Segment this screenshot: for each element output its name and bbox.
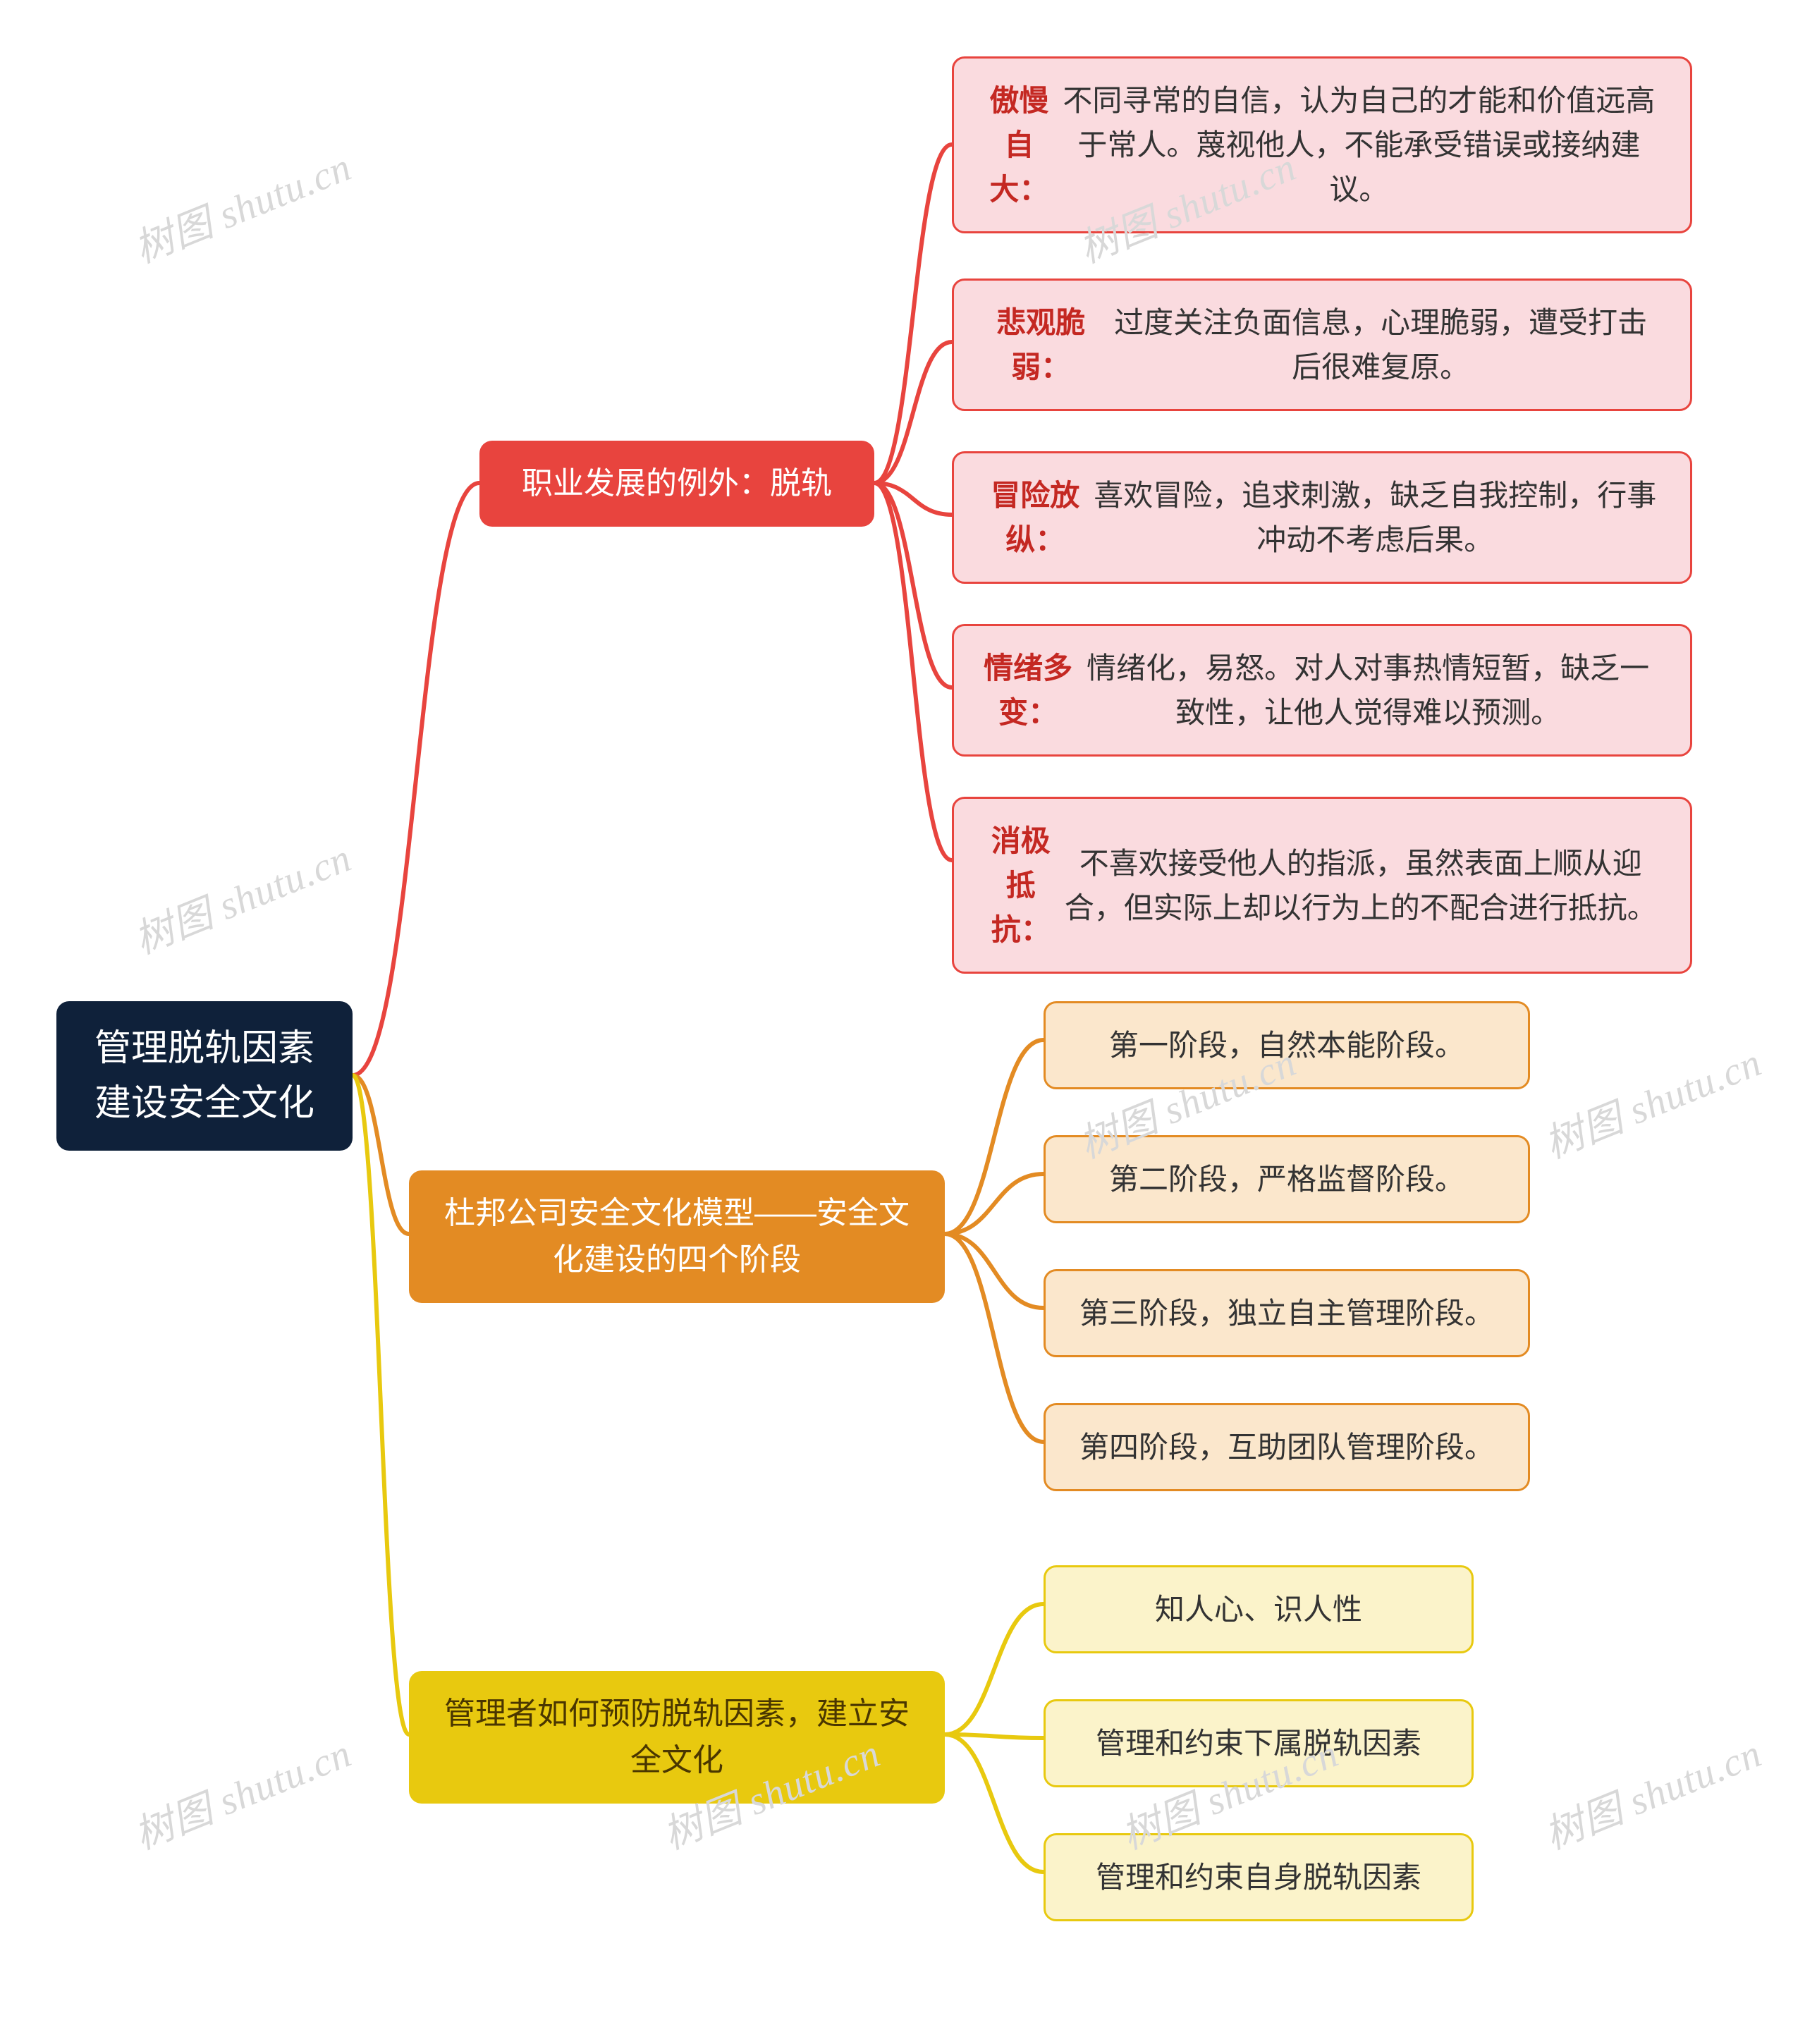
leaf-text: 情绪化，易怒。对人对事热情短暂，缺乏一致性，让他人觉得难以预测。 bbox=[1074, 646, 1662, 735]
leaf-text: 喜欢冒险，追求刺激，缺乏自我控制，行事冲动不考虑后果。 bbox=[1089, 473, 1662, 562]
leaf-text: 管理和约束自身脱轨因素 bbox=[1096, 1855, 1421, 1899]
leaf-bold: 冒险放纵： bbox=[982, 473, 1089, 562]
leaf-node: 管理和约束自身脱轨因素 bbox=[1044, 1833, 1474, 1921]
leaf-bold: 情绪多变： bbox=[982, 646, 1074, 735]
root-node: 管理脱轨因素 建设安全文化 bbox=[56, 1001, 353, 1151]
root-line2: 建设安全文化 bbox=[94, 1083, 314, 1124]
leaf-node: 第三阶段，独立自主管理阶段。 bbox=[1044, 1269, 1530, 1357]
leaf-bold: 悲观脆弱： bbox=[982, 300, 1099, 389]
leaf-node: 情绪多变：情绪化，易怒。对人对事热情短暂，缺乏一致性，让他人觉得难以预测。 bbox=[952, 624, 1692, 757]
leaf-text: 第四阶段，互助团队管理阶段。 bbox=[1079, 1425, 1494, 1469]
leaf-node: 第四阶段，互助团队管理阶段。 bbox=[1044, 1403, 1530, 1491]
leaf-node: 傲慢自大：不同寻常的自信，认为自己的才能和价值远高于常人。蔑视他人，不能承受错误… bbox=[952, 56, 1692, 233]
watermark: 树图 shutu.cn bbox=[125, 826, 359, 965]
leaf-bold: 消极抵抗： bbox=[982, 819, 1060, 952]
leaf-text: 过度关注负面信息，心理脆弱，遭受打击后很难复原。 bbox=[1099, 300, 1662, 389]
branch-node: 杜邦公司安全文化模型——安全文化建设的四个阶段 bbox=[409, 1170, 945, 1303]
mindmap-canvas: 管理脱轨因素 建设安全文化 职业发展的例外：脱轨 傲慢自大：不同寻常的自信，认为自… bbox=[0, 0, 1805, 2044]
leaf-node: 悲观脆弱：过度关注负面信息，心理脆弱，遭受打击后很难复原。 bbox=[952, 279, 1692, 411]
watermark: 树图 shutu.cn bbox=[1535, 1722, 1769, 1861]
leaf-node: 消极抵抗：不喜欢接受他人的指派，虽然表面上顺从迎合，但实际上却以行为上的不配合进… bbox=[952, 797, 1692, 974]
leaf-text: 第二阶段，严格监督阶段。 bbox=[1109, 1157, 1464, 1201]
leaf-text: 不喜欢接受他人的指派，虽然表面上顺从迎合，但实际上却以行为上的不配合进行抵抗。 bbox=[1060, 841, 1662, 930]
leaf-text: 知人心、识人性 bbox=[1155, 1587, 1362, 1632]
root-line1: 管理脱轨因素 bbox=[94, 1028, 314, 1069]
watermark: 树图 shutu.cn bbox=[1535, 1031, 1769, 1170]
leaf-node: 冒险放纵：喜欢冒险，追求刺激，缺乏自我控制，行事冲动不考虑后果。 bbox=[952, 451, 1692, 584]
watermark: 树图 shutu.cn bbox=[125, 135, 359, 274]
branch-node: 职业发展的例外：脱轨 bbox=[479, 441, 874, 527]
watermark: 树图 shutu.cn bbox=[125, 1722, 359, 1861]
leaf-node: 知人心、识人性 bbox=[1044, 1565, 1474, 1653]
branch-label: 职业发展的例外：脱轨 bbox=[522, 460, 832, 507]
leaf-bold: 傲慢自大： bbox=[982, 78, 1056, 212]
branch-label: 杜邦公司安全文化模型——安全文化建设的四个阶段 bbox=[437, 1190, 917, 1283]
leaf-text: 第三阶段，独立自主管理阶段。 bbox=[1079, 1291, 1494, 1335]
